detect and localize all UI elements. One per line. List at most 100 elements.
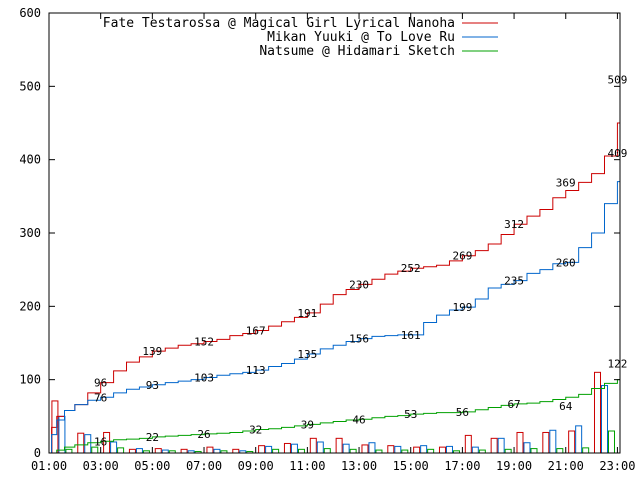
y-tick-label: 600 <box>19 6 41 20</box>
x-tick-label: 23:00 <box>599 459 635 473</box>
data-label: 56 <box>456 406 469 419</box>
x-tick-label: 07:00 <box>186 459 222 473</box>
hourly-bar <box>316 441 324 454</box>
data-label: 39 <box>301 418 314 431</box>
data-label: 32 <box>249 424 262 437</box>
x-tick-label: 13:00 <box>341 459 377 473</box>
y-tick-label: 400 <box>19 153 41 167</box>
data-label: 93 <box>146 379 159 392</box>
data-label: 156 <box>349 333 369 346</box>
series-line <box>49 153 621 454</box>
data-label: 312 <box>504 218 524 231</box>
hourly-bar <box>575 425 583 454</box>
hourly-bar <box>290 443 298 454</box>
hourly-bar <box>258 445 266 454</box>
hourly-bar <box>490 437 498 454</box>
data-label: 252 <box>401 262 421 275</box>
hourly-bar <box>516 431 524 454</box>
hourly-bar <box>342 443 350 454</box>
data-label: 46 <box>352 413 365 426</box>
hourly-bar <box>213 448 221 454</box>
hourly-bar <box>607 430 615 454</box>
y-tick-label: 100 <box>19 373 41 387</box>
hourly-bar <box>361 444 369 454</box>
hourly-bar <box>283 442 291 454</box>
hourly-bar <box>323 448 331 454</box>
data-label: 26 <box>197 428 210 441</box>
data-label: 369 <box>556 176 576 189</box>
data-label: 53 <box>404 408 417 421</box>
data-label: 269 <box>452 250 472 263</box>
data-label: 76 <box>94 391 107 404</box>
hourly-bars-layer <box>51 371 615 454</box>
legend-entry-label: Natsume @ Hidamari Sketch <box>259 44 455 59</box>
y-axis: 0 100 200 300 400 500 600 <box>19 6 620 460</box>
data-label: 235 <box>504 275 524 288</box>
hourly-bar <box>420 445 428 454</box>
y-tick-label: 0 <box>34 446 41 460</box>
data-label: 16 <box>94 435 107 448</box>
hourly-bar <box>154 448 162 454</box>
hourly-bar <box>394 445 402 454</box>
series-line <box>49 363 621 454</box>
hourly-bar <box>335 437 343 454</box>
x-tick-label: 17:00 <box>444 459 480 473</box>
hourly-bar <box>309 437 317 454</box>
y-tick-label: 300 <box>19 226 41 240</box>
hourly-bar <box>497 437 505 454</box>
x-tick-label: 21:00 <box>548 459 584 473</box>
hourly-bar <box>77 432 85 454</box>
x-tick-label: 19:00 <box>496 459 532 473</box>
x-tick-label: 05:00 <box>134 459 170 473</box>
y-tick-label: 500 <box>19 79 41 93</box>
x-axis: 01:00 03:00 05:00 07:00 09:00 11:00 13:00 15:00… <box>31 13 635 473</box>
hourly-bar <box>387 445 395 454</box>
hourly-bar <box>65 448 73 454</box>
hourly-bar <box>272 448 280 454</box>
hourly-bar <box>568 430 576 454</box>
cumulative-lines-layer <box>49 79 621 454</box>
data-label: 191 <box>297 307 317 320</box>
hourly-bar <box>464 434 472 454</box>
hourly-bar <box>523 442 531 454</box>
data-label: 22 <box>146 431 159 444</box>
hourly-bar <box>549 429 557 454</box>
hourly-bar <box>542 431 550 454</box>
data-label: 199 <box>452 301 472 314</box>
data-label: 152 <box>194 336 214 349</box>
hourly-bar <box>530 448 538 454</box>
x-tick-label: 15:00 <box>393 459 429 473</box>
hourly-bar <box>297 448 305 454</box>
data-labels-layer: 96 139 152 167 191 230 252 269 312 369 509 76 93 103 1… <box>94 74 627 449</box>
data-label: 113 <box>246 364 266 377</box>
hourly-bar <box>117 447 125 454</box>
hourly-bar <box>471 446 479 454</box>
data-label: 230 <box>349 278 369 291</box>
hourly-bar <box>427 448 435 454</box>
hourly-bar <box>556 448 564 454</box>
x-tick-label: 11:00 <box>289 459 325 473</box>
data-label: 122 <box>607 358 627 371</box>
hourly-bar <box>206 446 214 454</box>
x-tick-label: 03:00 <box>83 459 119 473</box>
hourly-bar <box>232 448 240 454</box>
hourly-bar <box>368 442 376 454</box>
hourly-bar <box>445 445 453 454</box>
legend-entry-label: Mikan Yuuki @ To Love Ru <box>267 30 455 45</box>
hourly-bar <box>600 385 608 454</box>
plot-frame <box>48 12 621 454</box>
hourly-bar <box>504 448 512 454</box>
hourly-bar <box>110 441 118 454</box>
hourly-bar <box>582 447 590 454</box>
hourly-bar <box>180 448 188 454</box>
data-label: 64 <box>559 400 573 413</box>
data-label: 260 <box>556 256 576 269</box>
x-tick-label: 01:00 <box>31 459 67 473</box>
data-label: 139 <box>142 345 162 358</box>
hourly-bar <box>135 448 143 454</box>
data-label: 135 <box>297 348 317 361</box>
hourly-bar <box>265 445 273 454</box>
data-label: 167 <box>246 325 266 338</box>
data-label: 67 <box>507 398 520 411</box>
